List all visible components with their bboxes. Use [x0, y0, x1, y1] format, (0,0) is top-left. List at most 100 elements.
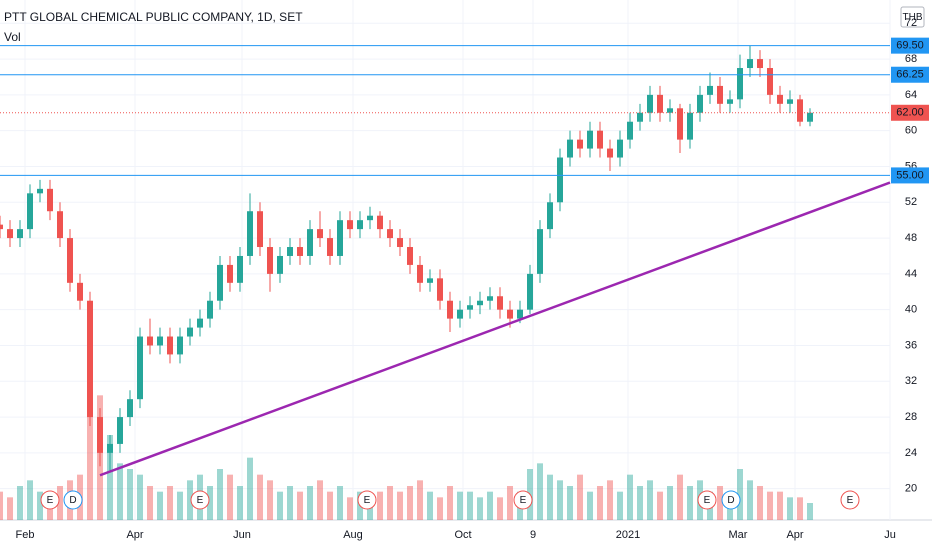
volume-bar	[247, 457, 253, 520]
event-marker[interactable]	[190, 490, 210, 510]
candle-body	[767, 68, 773, 95]
volume-bar	[427, 491, 433, 520]
volume-bar	[87, 350, 93, 520]
candle-body	[237, 255, 243, 283]
candle-body	[47, 188, 53, 212]
candle-body	[277, 255, 283, 274]
candle-body	[757, 59, 763, 69]
y-tick-label: 20	[905, 483, 917, 495]
candle-body	[657, 94, 663, 113]
level-tag	[891, 37, 929, 54]
volume-bar	[797, 497, 803, 520]
candle-body	[327, 238, 333, 256]
candle-body	[587, 130, 593, 149]
candle-body	[197, 318, 203, 328]
volume-bar	[327, 491, 333, 520]
volume-bar	[37, 491, 43, 520]
volume-bar	[737, 469, 743, 520]
candle-body	[727, 99, 733, 104]
event-marker[interactable]	[63, 490, 83, 510]
candle-body	[457, 309, 463, 319]
candle-body	[717, 85, 723, 104]
candle-body	[367, 215, 373, 221]
y-tick-label: 68	[905, 53, 917, 65]
candle-body	[507, 309, 513, 319]
event-marker[interactable]	[840, 490, 860, 510]
candle-body	[77, 282, 83, 301]
volume-bar	[407, 486, 413, 520]
volume-bar	[777, 491, 783, 520]
volume-bar	[0, 491, 3, 520]
candle-body	[477, 300, 483, 306]
event-marker[interactable]	[513, 490, 533, 510]
volume-bar	[547, 474, 553, 520]
candle-body	[797, 99, 803, 122]
event-marker[interactable]	[721, 490, 741, 510]
volume-bar	[317, 480, 323, 520]
candle-body	[17, 229, 23, 239]
volume-bar	[377, 491, 383, 520]
candle-body	[317, 229, 323, 239]
candle-body	[347, 220, 353, 230]
candle-body	[407, 247, 413, 265]
event-label[interactable]: E	[520, 495, 527, 506]
volume-bar	[497, 497, 503, 520]
candle-body	[627, 121, 633, 140]
candle-body	[397, 238, 403, 248]
candle-body	[147, 336, 153, 346]
candle-body	[37, 188, 43, 194]
level-tag	[891, 167, 929, 184]
candle-body	[567, 139, 573, 158]
y-tick-label: 32	[905, 375, 917, 387]
volume-bar	[227, 474, 233, 520]
x-tick-label: Ju	[884, 529, 896, 541]
x-tick-label: 9	[530, 529, 536, 541]
candle-body	[217, 264, 223, 301]
candle-body	[27, 193, 33, 230]
volume-bar	[237, 486, 243, 520]
volume-bar	[467, 491, 473, 520]
level-label: 55.00	[896, 169, 924, 181]
candle-body	[387, 229, 393, 239]
candle-body	[0, 224, 3, 230]
level-label: 66.25	[896, 69, 924, 81]
event-label[interactable]: E	[364, 495, 371, 506]
event-label[interactable]: E	[704, 495, 711, 506]
y-tick-label: 60	[905, 125, 917, 137]
volume-bar	[747, 480, 753, 520]
event-marker[interactable]	[697, 490, 717, 510]
event-marker[interactable]	[40, 490, 60, 510]
candle-body	[177, 336, 183, 355]
volume-bar	[297, 491, 303, 520]
volume-bar	[177, 491, 183, 520]
event-label[interactable]: E	[847, 495, 854, 506]
x-tick-label: Mar	[729, 529, 748, 541]
currency-label[interactable]: THB	[903, 12, 923, 23]
event-label[interactable]: E	[197, 495, 204, 506]
candle-body	[677, 108, 683, 140]
event-marker[interactable]	[357, 490, 377, 510]
x-tick-label: Jun	[233, 529, 251, 541]
volume-bar	[537, 463, 543, 520]
volume-bar	[677, 474, 683, 520]
volume-bar	[207, 486, 213, 520]
currency-box[interactable]	[900, 6, 925, 28]
event-label[interactable]: E	[47, 495, 54, 506]
last-price-tag	[891, 104, 929, 121]
y-tick-label: 52	[905, 196, 917, 208]
y-tick-label: 24	[905, 447, 917, 459]
candle-body	[467, 305, 473, 310]
candle-body	[307, 229, 313, 256]
volume-bar	[277, 491, 283, 520]
volume-bar	[7, 497, 13, 520]
event-label[interactable]: D	[69, 495, 76, 506]
candle-body	[707, 85, 713, 95]
candle-body	[807, 112, 813, 122]
event-label[interactable]: D	[727, 495, 734, 506]
volume-bar	[557, 480, 563, 520]
volume-bar	[137, 474, 143, 520]
volume-bar	[607, 480, 613, 520]
candle-body	[667, 108, 673, 113]
candle-body	[167, 336, 173, 355]
